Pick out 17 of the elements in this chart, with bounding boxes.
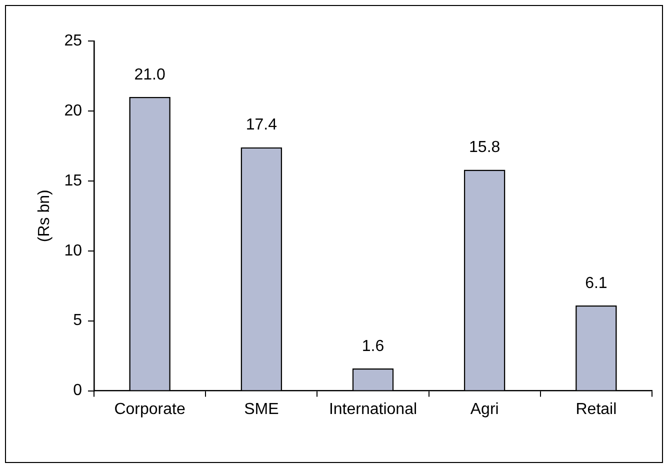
y-tick-label: 0 <box>73 382 82 400</box>
x-tick-label: SME <box>244 400 279 418</box>
x-tick-label: Retail <box>576 400 617 418</box>
x-tick-label: International <box>328 400 418 418</box>
y-tick-label: 20 <box>64 102 82 120</box>
data-label: 21.0 <box>134 66 166 84</box>
y-tick-label: 25 <box>64 32 82 50</box>
data-label: 1.6 <box>362 338 384 355</box>
x-tick-label: Corporate <box>114 400 186 418</box>
y-axis-title: (Rs bn) <box>36 190 54 242</box>
x-tick-label: Agri <box>470 400 499 418</box>
data-label: 6.1 <box>585 274 608 292</box>
data-label: 17.4 <box>246 116 278 134</box>
data-label: 15.8 <box>469 139 500 156</box>
y-tick-label: 10 <box>64 242 82 260</box>
y-tick-label: 5 <box>73 312 82 330</box>
y-tick-label: 15 <box>64 172 82 190</box>
